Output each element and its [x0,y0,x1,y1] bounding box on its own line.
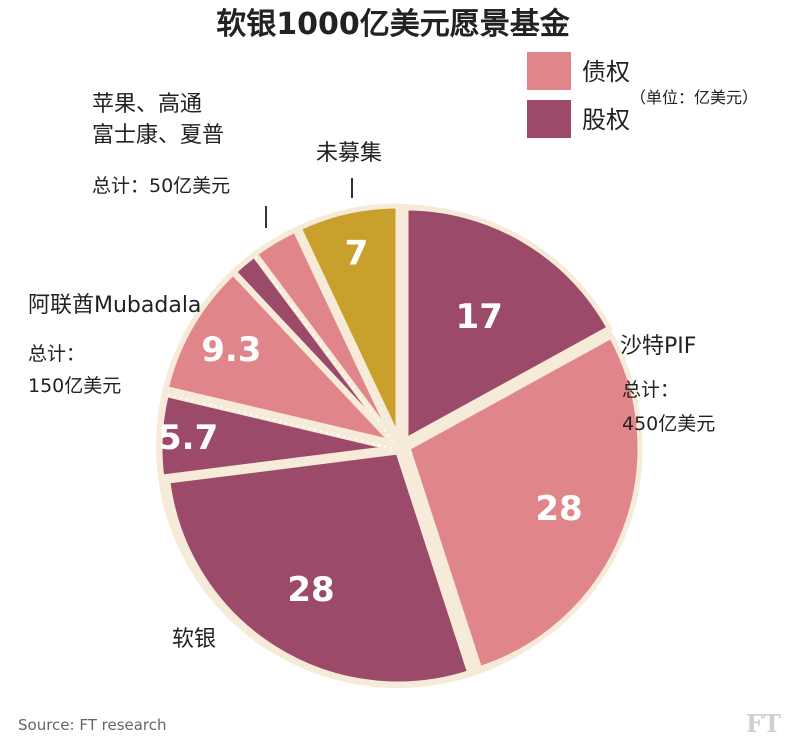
label-unraised: 未募集 [316,141,382,166]
label-apple-group-total: 总计：50亿美元 [92,175,230,197]
label-pif-total-line1: 总计： [622,379,679,401]
dotted-separator-apple-group-equity [253,254,394,442]
label-pif-total-line2: 450亿美元 [622,413,715,435]
value-label-mubadala-debt: 9.3 [201,330,261,370]
slice-softbank [165,449,473,687]
slice-pif-debt [404,332,643,672]
legend-label-debt: 债权 [582,58,630,86]
value-label-mubadala-equity: 5.7 [158,418,218,458]
slice-mubadala-debt [163,269,400,447]
slice-apple-group-debt [251,226,397,442]
slice-mubadala-equity [157,391,393,480]
slice-unraised [295,203,401,440]
legend-swatch-equity [527,100,571,138]
legend-label-equity: 股权 [582,106,630,134]
label-apple-group-line1: 苹果、高通 [92,92,202,117]
value-label-unraised: 7 [345,233,369,273]
value-label-pif-debt: 28 [535,489,582,529]
pie-slices [157,203,643,687]
chart-title: 软银1000亿美元愿景基金 [216,7,570,42]
value-label-softbank: 28 [287,570,334,610]
source-note: Source: FT research [18,716,167,734]
label-apple-group-line2: 富士康、夏普 [92,123,224,148]
unit-note: （单位：亿美元） [630,88,758,107]
slice-pif-equity [403,205,613,445]
legend: 债权 股权 （单位：亿美元） [527,52,758,138]
dotted-separators [166,254,394,449]
value-labels: 17 28 28 5.7 9.3 7 [158,233,583,610]
label-pif: 沙特PIF [620,334,696,359]
label-mubadala-total-line2: 150亿美元 [28,375,121,397]
dotted-separator-mubadala-equity [166,393,393,449]
value-label-pif-equity: 17 [456,297,503,337]
legend-swatch-debt [527,52,571,90]
label-mubadala-total-line1: 总计： [28,343,85,365]
label-softbank: 软银 [172,627,216,652]
label-mubadala: 阿联酋Mubadala [28,293,201,318]
ft-logo: FT [746,709,781,738]
